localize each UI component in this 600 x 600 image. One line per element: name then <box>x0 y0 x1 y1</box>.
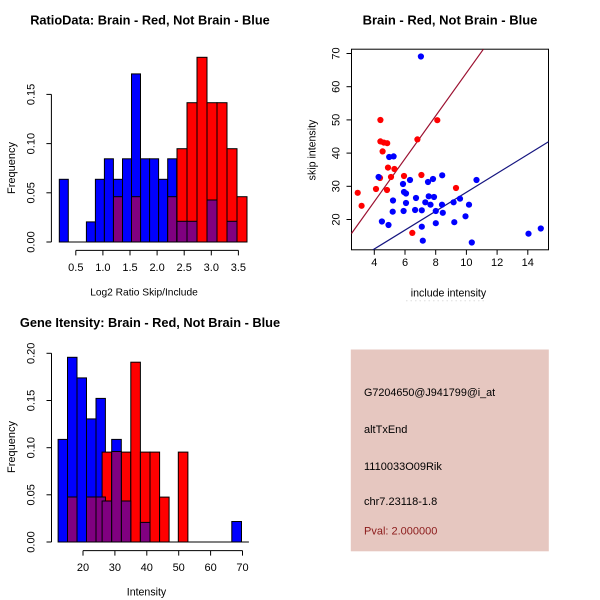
svg-text:60: 60 <box>204 562 216 574</box>
svg-text:Frequency: Frequency <box>6 421 18 473</box>
svg-text:0.05: 0.05 <box>26 484 38 505</box>
svg-text:40: 40 <box>331 147 343 159</box>
svg-text:20: 20 <box>77 562 89 574</box>
svg-text:3.5: 3.5 <box>231 262 246 274</box>
svg-text:14: 14 <box>522 257 534 269</box>
svg-text:60: 60 <box>331 81 343 93</box>
svg-text:Intensity: Intensity <box>127 587 167 599</box>
svg-text:2.0: 2.0 <box>149 262 164 274</box>
svg-text:1.5: 1.5 <box>122 262 137 274</box>
svg-text:1110033O09Rik: 1110033O09Rik <box>364 461 442 473</box>
svg-text:Pval: 2.000000: Pval: 2.000000 <box>364 526 437 538</box>
svg-text:1.0: 1.0 <box>95 262 110 274</box>
svg-text:Gene Itensity: Brain - Red, No: Gene Itensity: Brain - Red, Not Brain - … <box>20 315 280 330</box>
svg-text:0.15: 0.15 <box>26 390 38 411</box>
svg-text:6: 6 <box>402 257 408 269</box>
svg-text:70: 70 <box>331 47 343 59</box>
svg-text:12: 12 <box>491 257 503 269</box>
svg-text:0.00: 0.00 <box>26 231 38 252</box>
svg-text:8: 8 <box>433 257 439 269</box>
svg-text:40: 40 <box>141 562 153 574</box>
svg-text:3.0: 3.0 <box>204 262 219 274</box>
svg-text:0.10: 0.10 <box>26 133 38 154</box>
svg-text:Frequency: Frequency <box>6 142 18 194</box>
svg-text:4: 4 <box>371 257 377 269</box>
svg-text:chr7.23118-1.8: chr7.23118-1.8 <box>364 496 437 508</box>
svg-text:50: 50 <box>173 562 185 574</box>
svg-text:0.05: 0.05 <box>26 182 38 203</box>
svg-text:0.15: 0.15 <box>26 84 38 105</box>
svg-text:altTxEnd: altTxEnd <box>364 424 407 436</box>
svg-text:2.5: 2.5 <box>177 262 192 274</box>
svg-text:70: 70 <box>236 562 248 574</box>
svg-text:include intensity: include intensity <box>411 288 487 300</box>
svg-text:20: 20 <box>331 213 343 225</box>
svg-text:G7204650@J941799@i_at: G7204650@J941799@i_at <box>364 387 495 399</box>
svg-text:0.20: 0.20 <box>26 343 38 364</box>
svg-text:50: 50 <box>331 114 343 126</box>
svg-text:30: 30 <box>331 180 343 192</box>
svg-text:RatioData: Brain - Red, Not Br: RatioData: Brain - Red, Not Brain - Blue <box>30 13 270 28</box>
svg-text:30: 30 <box>109 562 121 574</box>
svg-text:10: 10 <box>460 257 472 269</box>
svg-text:skip intensity: skip intensity <box>307 119 319 180</box>
svg-text:0.10: 0.10 <box>26 437 38 458</box>
svg-text:Brain - Red, Not Brain - Blue: Brain - Red, Not Brain - Blue <box>363 13 538 28</box>
svg-text:Log2 Ratio Skip/Include: Log2 Ratio Skip/Include <box>90 288 198 299</box>
svg-text:0.00: 0.00 <box>26 531 38 552</box>
svg-text:0.5: 0.5 <box>68 262 83 274</box>
